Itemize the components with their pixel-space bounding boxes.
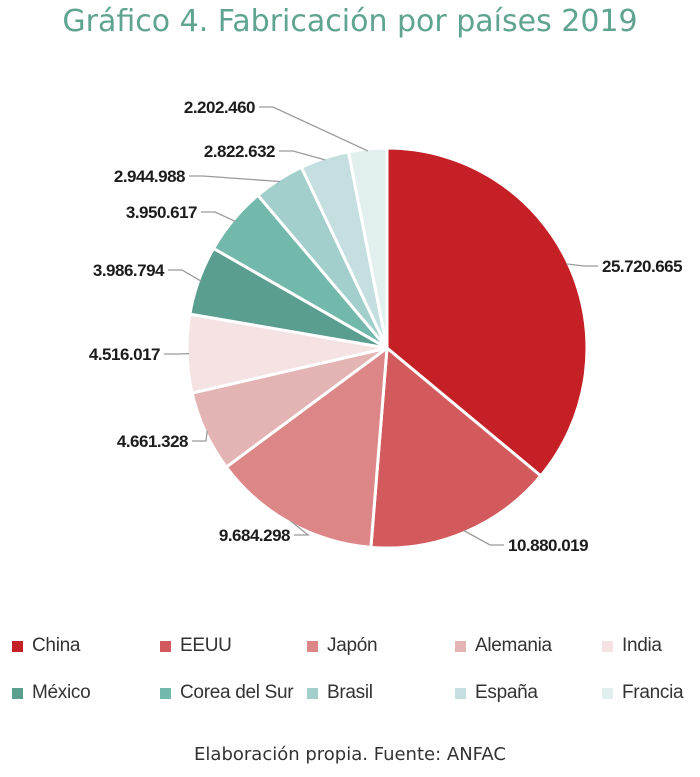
legend-swatch [455,687,466,699]
leader-line [189,175,280,183]
leader-line [279,150,326,161]
legend-swatch [160,687,171,699]
pie-slice-eeuu [369,346,543,550]
legend-label: Francia [622,682,684,703]
legend-label: Corea del Sur [180,682,294,703]
legend-swatch [12,640,23,652]
leader-line [192,430,208,442]
leader-line [259,106,369,152]
leader-line [201,211,236,222]
legend-label: EEUU [180,635,232,656]
source-note: Elaboración propia. Fuente: ANFAC [194,744,506,765]
data-label: 2.944.988 [114,167,185,186]
legend-item: España [455,679,538,707]
legend-swatch [307,640,318,652]
pie-chart: 25.720.665 10.880.019 9.684.298 4.661.328 4.… [89,98,683,555]
leader-line [168,269,202,282]
pie-slice-francia [346,146,389,350]
pie-slice-japón [224,346,389,549]
legend-swatch [12,687,23,699]
legend-label: Brasil [327,682,373,703]
legend-item: China [12,632,80,660]
legend-label: China [32,635,81,656]
legend-swatch [602,687,613,699]
legend-label: Japón [327,635,378,656]
data-label: 4.661.328 [117,432,188,451]
data-label: 10.880.019 [508,536,588,555]
legend-swatch [602,640,613,652]
data-label: 2.822.632 [204,142,275,161]
legend-swatch [455,640,466,652]
legend-item: México [12,679,91,707]
chart-title: Gráfico 4. Fabricación por países 2019 [62,4,638,39]
pie-slice-china [385,146,589,478]
legend-swatch [160,640,171,652]
data-label: 3.986.794 [93,261,165,280]
legend-item: India [602,632,662,660]
data-label: 4.516.017 [89,345,160,364]
legend-label: India [622,635,662,656]
leader-line [290,520,310,536]
legend-item: Francia [602,679,684,707]
legend-item: Alemania [455,632,552,660]
data-label: 3.950.617 [126,203,197,222]
leader-line [566,263,598,267]
legend-item: Corea del Sur [160,679,294,707]
legend-item: Brasil [307,679,373,707]
legend-label: México [32,682,91,703]
data-label: 2.202.460 [184,98,255,117]
leader-line [463,529,504,546]
legend-label: Alemania [475,635,552,656]
legend-item: EEUU [160,632,232,660]
legend-label: España [475,682,538,703]
data-label: 9.684.298 [219,526,290,545]
legend-swatch [307,687,318,699]
legend-item: Japón [307,632,378,660]
data-label: 25.720.665 [602,257,682,276]
